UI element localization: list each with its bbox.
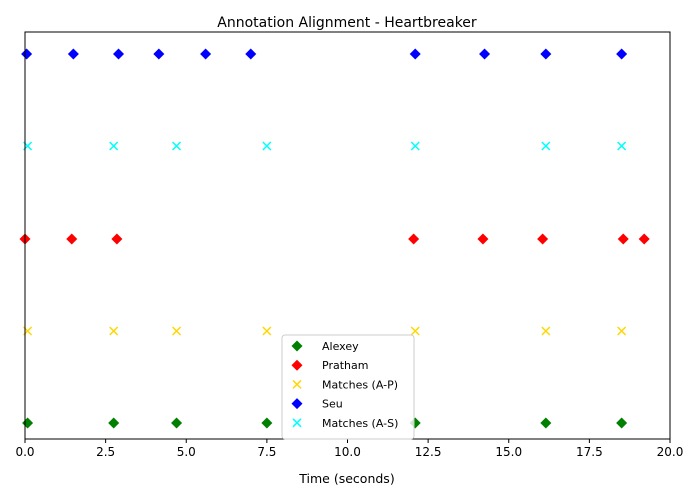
legend-item: Alexey — [291, 340, 359, 353]
data-point — [410, 141, 420, 151]
data-point — [617, 141, 627, 151]
legend-label: Pratham — [322, 359, 368, 372]
legend-item: Matches (A-S) — [292, 417, 398, 430]
data-point — [262, 141, 272, 151]
data-point — [172, 141, 182, 151]
data-point — [540, 417, 552, 429]
data-point — [153, 48, 165, 60]
x-tick-label: 0.0 — [15, 445, 34, 459]
data-point — [616, 417, 628, 429]
legend-marker — [292, 379, 302, 389]
legend-label: Matches (A-P) — [322, 378, 398, 391]
x-axis: 0.0 2.5 5.0 7.5 10.0 12.5 15.0 17.5 20.0 — [15, 439, 683, 459]
data-point — [537, 233, 549, 245]
data-point — [540, 48, 552, 60]
data-point — [617, 233, 629, 245]
legend-box — [281, 334, 415, 440]
data-point — [261, 417, 273, 429]
legend-marker — [292, 418, 302, 428]
data-point — [66, 233, 78, 245]
data-point — [479, 48, 491, 60]
legend-label: Alexey — [322, 340, 359, 353]
data-point — [111, 233, 123, 245]
series-seu — [21, 48, 628, 60]
x-tick-label: 12.5 — [415, 445, 442, 459]
x-tick-label: 10.0 — [334, 445, 361, 459]
legend-marker — [291, 340, 303, 352]
data-point — [109, 326, 119, 336]
data-point — [409, 48, 421, 60]
data-point — [21, 48, 33, 60]
data-point — [477, 233, 489, 245]
legend-item: Pratham — [291, 359, 368, 372]
x-tick-label: 5.0 — [177, 445, 196, 459]
data-point — [245, 48, 257, 60]
legend-marker — [291, 359, 303, 371]
data-point — [108, 417, 120, 429]
x-tick-label: 20.0 — [657, 445, 684, 459]
data-point — [22, 417, 34, 429]
data-point — [410, 326, 420, 336]
data-point — [109, 141, 119, 151]
data-point — [638, 233, 650, 245]
data-point — [408, 233, 420, 245]
legend: Alexey Pratham Matches (A-P) Seu Matches (A-… — [281, 334, 415, 440]
x-tick-label: 2.5 — [96, 445, 115, 459]
data-point — [200, 48, 212, 60]
data-point — [616, 48, 628, 60]
data-point — [172, 326, 182, 336]
legend-marker — [291, 398, 303, 410]
chart-title: Annotation Alignment - Heartbreaker — [217, 15, 477, 31]
legend-label: Seu — [322, 398, 343, 411]
x-tick-label: 7.5 — [257, 445, 276, 459]
data-point — [67, 48, 79, 60]
legend-item: Seu — [291, 398, 343, 411]
data-point — [617, 326, 627, 336]
x-tick-label: 15.0 — [495, 445, 522, 459]
data-point — [171, 417, 183, 429]
x-axis-label: Time (seconds) — [298, 471, 394, 486]
series-pratham — [19, 233, 650, 245]
series-alexey — [22, 417, 628, 429]
series-matches-a-s — [23, 141, 627, 151]
data-point — [541, 141, 551, 151]
legend-item: Matches (A-P) — [292, 378, 398, 391]
data-point — [541, 326, 551, 336]
data-point — [113, 48, 125, 60]
data-point — [262, 326, 272, 336]
x-tick-label: 17.5 — [576, 445, 603, 459]
series-matches-a-p — [23, 326, 627, 336]
legend-label: Matches (A-S) — [322, 417, 398, 430]
